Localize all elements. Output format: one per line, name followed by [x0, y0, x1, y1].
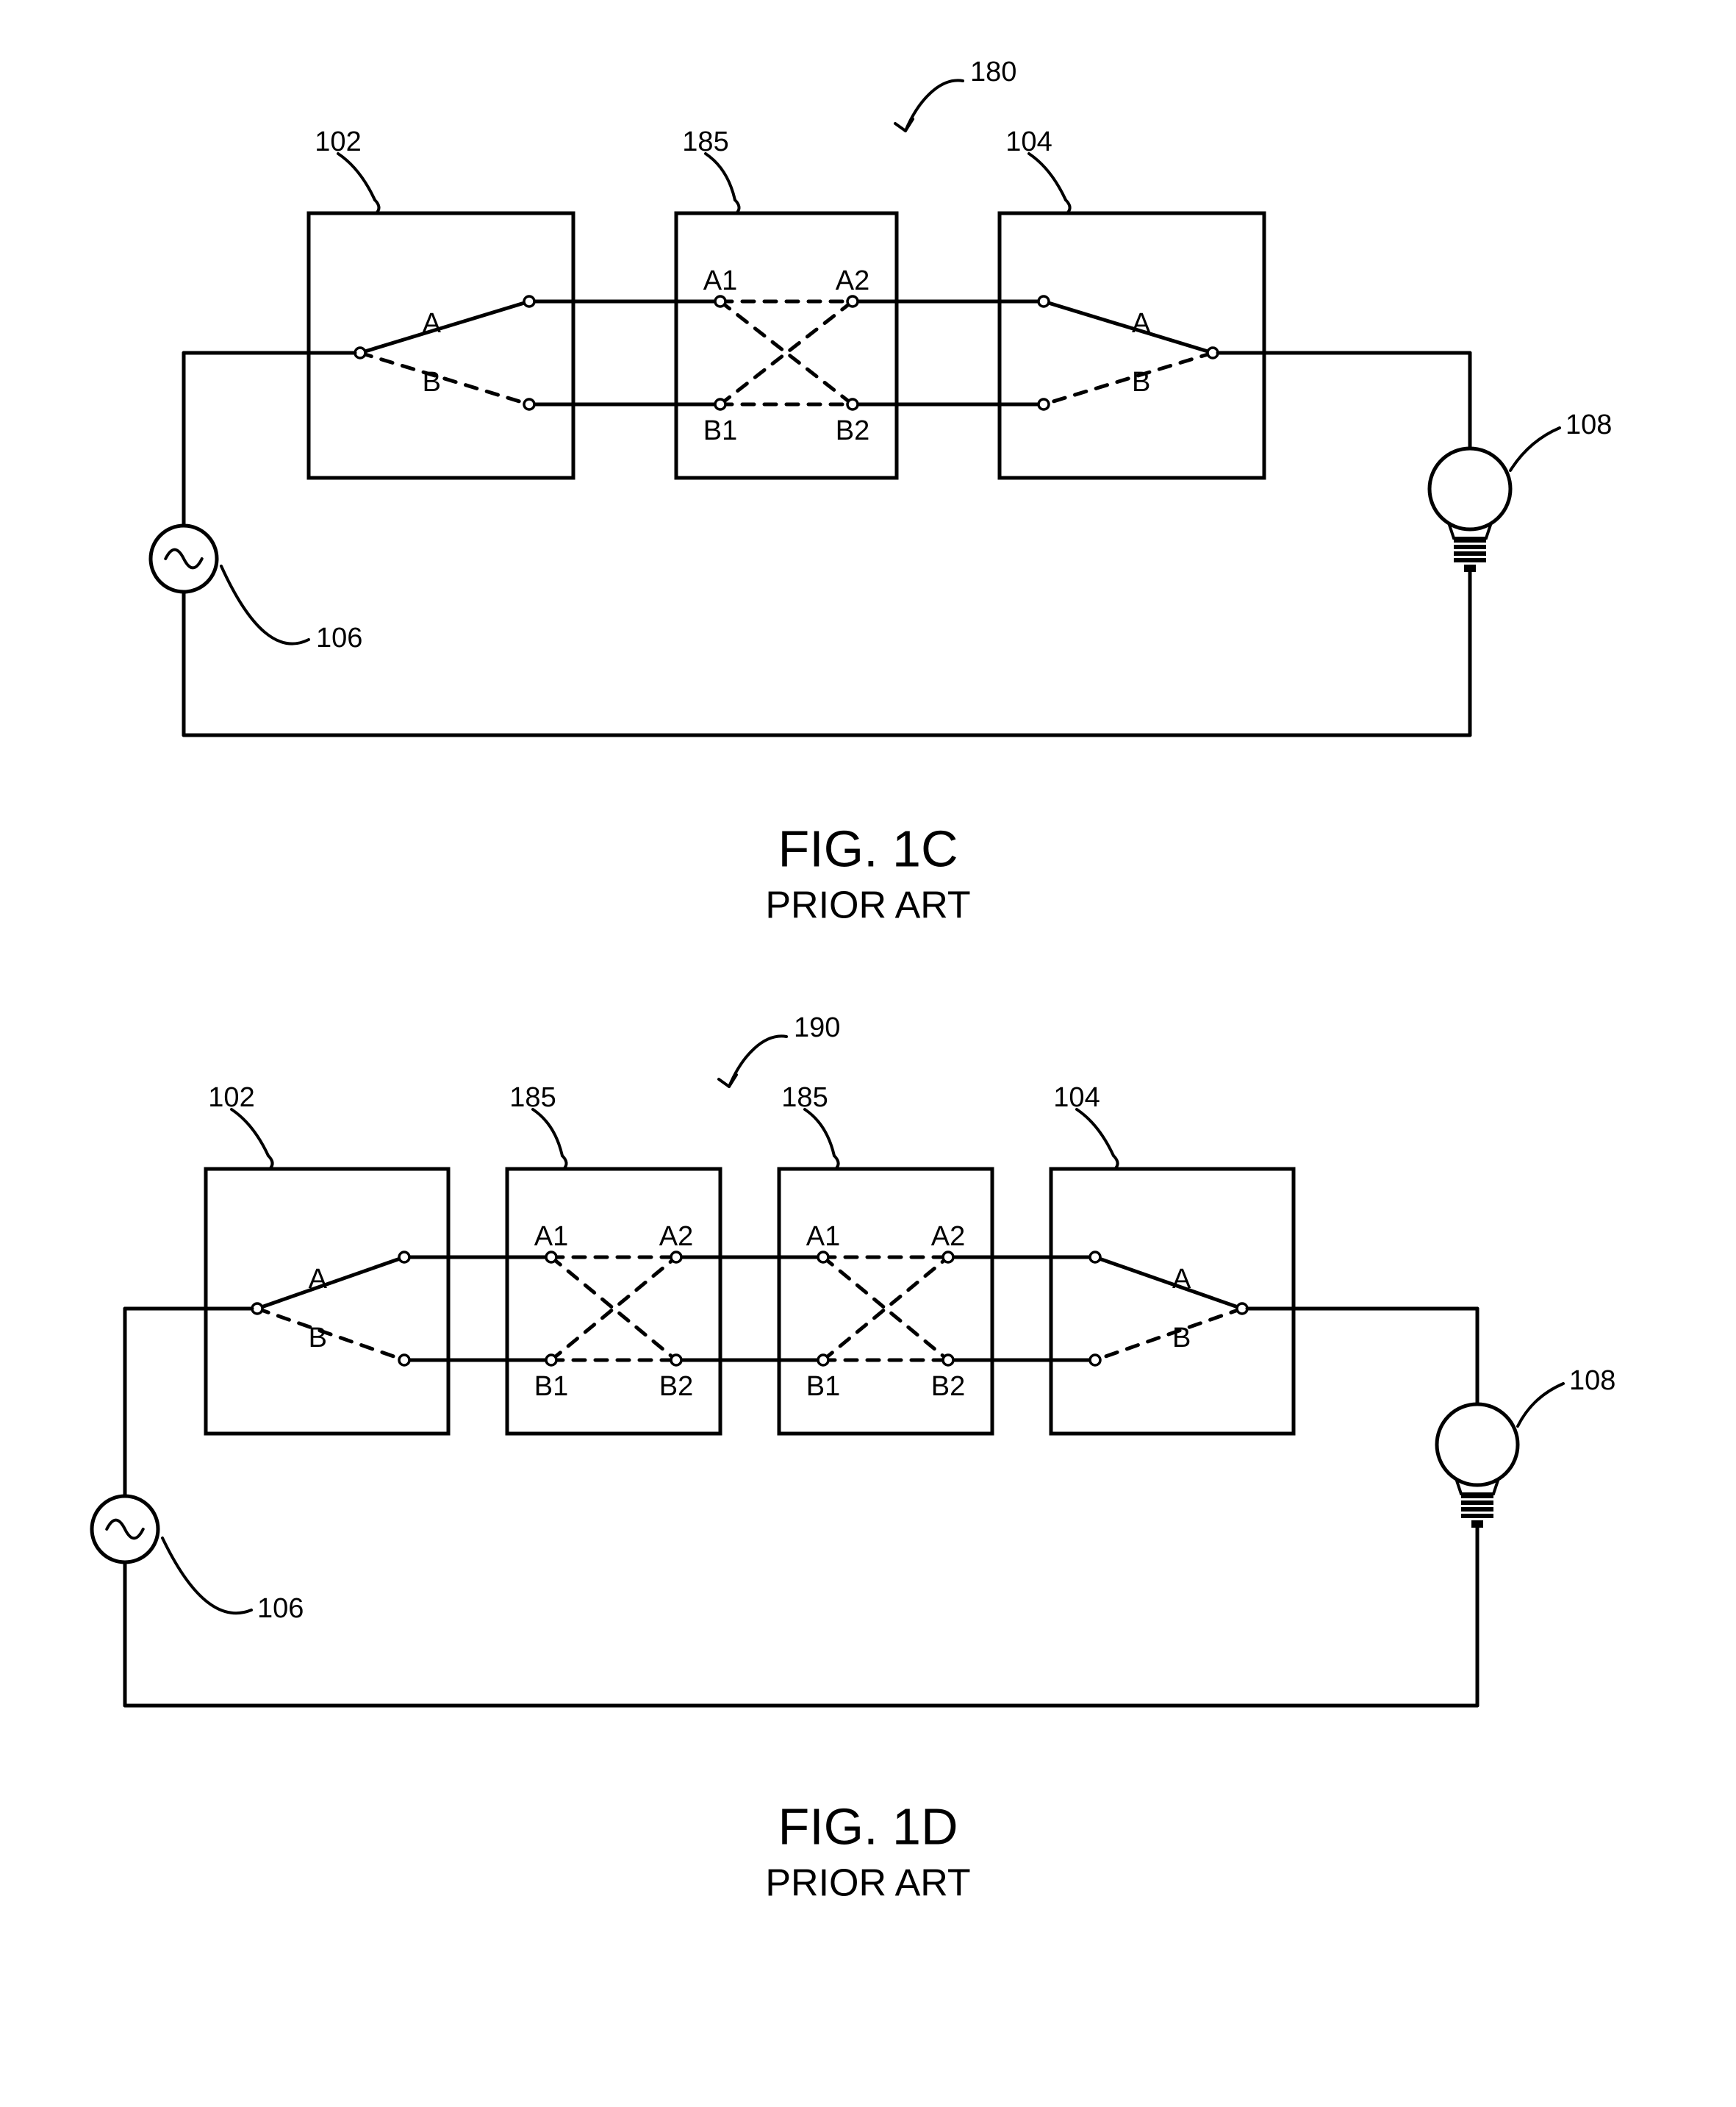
fig-1d: ABA1A2B1B2A1A2B1B2AB10218518510419010610…: [92, 1012, 1615, 1905]
svg-text:A2: A2: [836, 265, 869, 296]
svg-text:A: A: [1132, 308, 1151, 339]
svg-text:B2: B2: [659, 1371, 693, 1402]
svg-text:B2: B2: [931, 1371, 965, 1402]
svg-text:PRIOR ART: PRIOR ART: [765, 884, 970, 927]
svg-text:108: 108: [1569, 1365, 1615, 1396]
svg-text:A1: A1: [703, 265, 737, 296]
svg-text:B: B: [1132, 367, 1150, 398]
svg-text:A2: A2: [931, 1221, 965, 1252]
svg-text:FIG. 1C: FIG. 1C: [778, 820, 958, 877]
svg-text:A: A: [309, 1264, 328, 1295]
svg-text:B: B: [1172, 1323, 1191, 1353]
svg-text:190: 190: [794, 1012, 840, 1043]
svg-text:106: 106: [316, 623, 362, 654]
svg-text:PRIOR ART: PRIOR ART: [765, 1862, 970, 1905]
svg-text:B1: B1: [534, 1371, 568, 1402]
svg-text:B: B: [423, 367, 441, 398]
svg-text:B: B: [309, 1323, 327, 1353]
svg-text:A2: A2: [659, 1221, 693, 1252]
svg-text:A1: A1: [534, 1221, 568, 1252]
svg-text:A: A: [1172, 1264, 1191, 1295]
svg-text:180: 180: [970, 57, 1016, 87]
svg-text:B2: B2: [836, 415, 869, 446]
svg-text:A: A: [423, 308, 442, 339]
svg-text:B1: B1: [806, 1371, 840, 1402]
svg-text:FIG. 1D: FIG. 1D: [778, 1797, 958, 1855]
svg-text:B1: B1: [703, 415, 737, 446]
svg-text:106: 106: [257, 1593, 304, 1624]
fig-1c: ABA1A2B1B2AB102185104180106108FIG. 1CPRI…: [151, 57, 1612, 927]
svg-text:108: 108: [1565, 409, 1612, 440]
svg-text:A1: A1: [806, 1221, 840, 1252]
